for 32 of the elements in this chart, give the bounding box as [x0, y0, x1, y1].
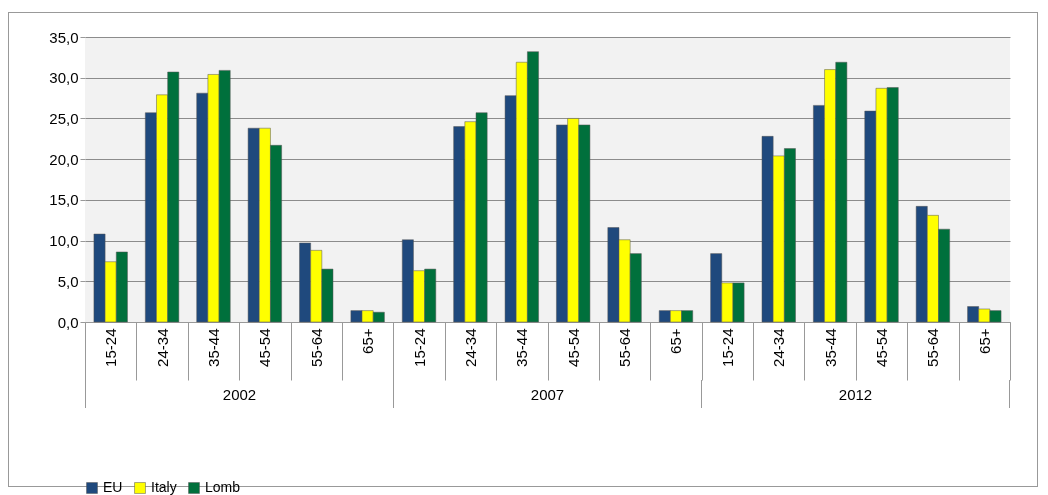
x-tick-label: 45-54	[873, 328, 891, 367]
y-tick-label: 5,0	[57, 272, 79, 290]
text: 2002	[85, 380, 393, 408]
x-tick-label: 24-34	[461, 328, 479, 367]
legend-label: EU	[103, 479, 123, 495]
x-tick-label: 55-64	[924, 328, 942, 367]
x-tick-label: 15-24	[102, 328, 120, 367]
y-tick-label: 15,0	[49, 191, 79, 209]
x-tick-label: 55-64	[307, 328, 325, 367]
x-tick-label: 35-44	[204, 328, 222, 367]
x-tick-label: 45-54	[256, 328, 274, 367]
text: 2012	[701, 380, 1010, 408]
x-tick-label: 15-24	[410, 328, 428, 367]
x-tick-label: 15-24	[718, 328, 736, 367]
y-tick-label: 25,0	[49, 109, 79, 127]
text: 2007	[393, 380, 701, 408]
x-tick-label: 24-34	[770, 328, 788, 367]
legend-label: Lomb	[205, 479, 241, 495]
y-tick-label: 20,0	[49, 150, 79, 168]
x-tick-label: 45-54	[564, 328, 582, 367]
x-tick-label: 55-64	[616, 328, 634, 367]
legend-label: Italy	[151, 479, 177, 495]
y-tick-label: 35,0	[49, 28, 79, 46]
x-tick-label: 65+	[975, 328, 993, 354]
y-tick-label: 0,0	[57, 313, 79, 331]
x-tick-label: 35-44	[821, 328, 839, 367]
x-tick-label: 65+	[359, 328, 377, 354]
x-tick-label: 65+	[667, 328, 685, 354]
x-tick-label: 24-34	[153, 328, 171, 367]
y-tick-label: 30,0	[49, 69, 79, 87]
x-tick-label: 35-44	[513, 328, 531, 367]
y-tick-label: 10,0	[49, 232, 79, 250]
